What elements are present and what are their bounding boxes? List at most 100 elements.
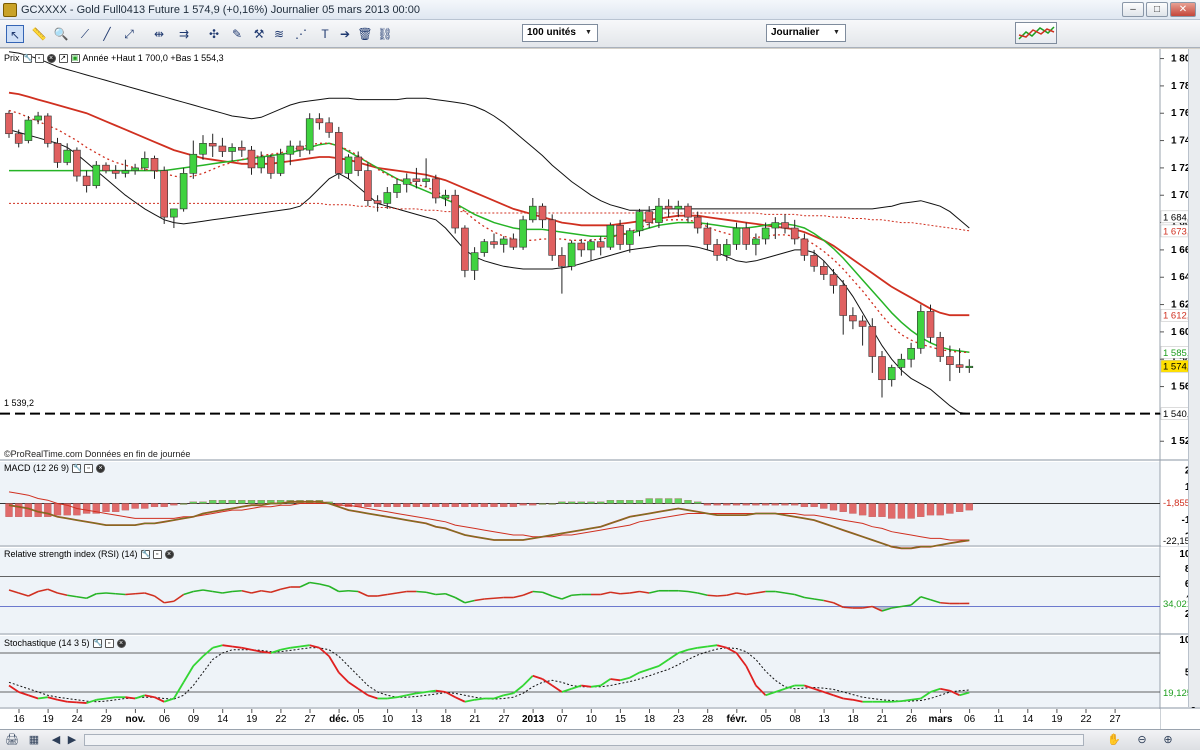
candle-body <box>664 205 673 210</box>
rsi-line-segment <box>37 588 48 593</box>
rsi-line-segment <box>357 590 369 597</box>
rsi-line-segment <box>755 590 766 594</box>
chart-type-button[interactable] <box>1015 22 1057 44</box>
wrench-icon[interactable]: 🔧 <box>92 638 103 648</box>
segment-icon[interactable]: ⟋ <box>80 27 90 41</box>
zoom-icon[interactable]: 🔍 <box>53 27 69 41</box>
stoch-k-segment <box>105 696 116 700</box>
macd-histogram-bar <box>538 503 547 505</box>
window-icon[interactable]: ▫ <box>104 638 114 648</box>
window-icon[interactable]: ▫ <box>34 53 44 63</box>
vertical-scrollbar[interactable] <box>1188 49 1200 707</box>
window-icon[interactable]: ▫ <box>84 463 94 473</box>
wrench-icon[interactable]: 🔧 <box>22 53 33 63</box>
macd-histogram-bar <box>645 498 653 504</box>
candle-body <box>810 255 818 267</box>
trash-icon[interactable]: 🗑 <box>357 27 373 41</box>
macd-histogram-bar <box>490 503 498 507</box>
fan-icon[interactable]: ⋰ <box>295 27 307 41</box>
green-add-icon[interactable]: ▣ <box>70 53 80 63</box>
horizontal-scrollbar[interactable] <box>84 734 1084 746</box>
macd-histogram-bar <box>15 503 23 517</box>
arrow-right-icon[interactable]: ➔ <box>339 27 351 41</box>
macd-histogram-bar <box>247 500 256 504</box>
maximize-button[interactable]: □ <box>1146 2 1168 17</box>
close-panel-icon[interactable]: × <box>96 463 106 473</box>
line-icon[interactable]: ╱ <box>103 27 111 41</box>
scroll-left-icon[interactable]: ◀ <box>51 734 61 746</box>
units-select[interactable]: 100 unités ▼ <box>522 24 598 42</box>
candle-body <box>752 238 760 245</box>
fibonacci-icon[interactable]: ≋ <box>273 27 285 41</box>
macd-histogram-bar <box>209 500 217 504</box>
price-tag-label: 1 612,2 <box>1163 311 1195 322</box>
macd-histogram-bar <box>771 503 779 506</box>
calendar-icon[interactable]: ▦ <box>28 734 40 746</box>
hammer-icon[interactable]: ⚒ <box>253 27 265 41</box>
rsi-line-segment <box>416 590 427 594</box>
price-axis-label: 1 600 <box>1171 327 1196 338</box>
cursor-icon[interactable]: ↖ <box>6 25 24 43</box>
macd-histogram-bar <box>926 503 935 516</box>
close-panel-icon[interactable]: × <box>116 638 126 648</box>
wrench-icon[interactable]: 🔧 <box>72 463 82 473</box>
chain-icon[interactable]: ⛓ <box>377 27 393 41</box>
stoch-k-segment <box>522 675 534 687</box>
x-axis-label: 11 <box>994 714 1005 725</box>
rsi-line-segment <box>484 597 495 600</box>
candle-body <box>247 149 256 169</box>
arrow-icon[interactable]: ↗ <box>58 53 68 63</box>
drawing-toolbar: ↖ 📏 🔍 ⟋ ╱ ⤢ ⇹ ⇉ ✣ ✎ ⚒ ≋ ⋰ T ➔ 🗑 ⛓ 100 unités ▼ Journalie… <box>0 20 1200 48</box>
candle-body <box>121 170 130 174</box>
rsi-line-segment <box>328 585 340 593</box>
arrow-cross-icon[interactable]: ✣ <box>208 27 220 41</box>
period-select[interactable]: Journalier ▼ <box>766 24 846 42</box>
x-axis-label: 19 <box>246 714 258 725</box>
zoom-out-icon[interactable]: ⊖ <box>1137 734 1147 746</box>
rsi-panel-bg <box>0 548 1160 633</box>
scroll-right-icon[interactable]: ▶ <box>67 734 77 746</box>
stoch-k-segment <box>367 694 378 700</box>
candle-body <box>150 158 159 171</box>
channel-icon[interactable]: ⇉ <box>178 27 190 41</box>
close-panel-icon[interactable]: × <box>164 549 174 559</box>
rsi-line-segment <box>678 589 689 593</box>
text-icon[interactable]: T <box>321 27 329 41</box>
candle-body <box>742 227 751 245</box>
close-panel-icon[interactable]: × <box>46 53 56 63</box>
stoch-k-segment <box>86 698 97 704</box>
x-axis-label: 22 <box>1080 714 1092 725</box>
rsi-line-segment <box>513 594 524 599</box>
horizontal-line-icon[interactable]: ⇹ <box>153 27 165 41</box>
zoom-in-icon[interactable]: ⊕ <box>1163 734 1173 746</box>
pen-icon[interactable]: ✎ <box>231 27 243 41</box>
stoch-k-segment <box>755 684 767 696</box>
bollinger-upper-line <box>8 51 970 229</box>
hand-icon[interactable]: ✋ <box>1107 734 1121 746</box>
macd-histogram-bar <box>752 503 760 506</box>
bollinger-lower-line <box>8 129 970 415</box>
stoch-panel-header: Stochastique (14 3 5) 🔧 ▫ × <box>4 638 126 648</box>
candle-body <box>616 225 624 245</box>
wrench-icon[interactable]: 🔧 <box>140 549 151 559</box>
price-axis-label: 1 760 <box>1171 108 1196 119</box>
candle-body <box>111 170 120 174</box>
close-button[interactable]: ✕ <box>1170 2 1196 17</box>
rsi-line-segment <box>871 605 883 612</box>
rsi-line-segment <box>464 599 475 604</box>
rsi-line-segment <box>299 581 311 588</box>
stoch-k-segment <box>532 674 543 680</box>
minimize-button[interactable]: – <box>1122 2 1144 17</box>
macd-histogram-bar <box>422 503 430 507</box>
stoch-k-segment <box>96 697 107 701</box>
window-icon[interactable]: ▫ <box>152 549 162 559</box>
macd-histogram-bar <box>5 503 13 517</box>
macd-histogram-bar <box>150 503 159 507</box>
rsi-line-segment <box>551 595 563 600</box>
ruler-icon[interactable]: 📏 <box>31 27 47 41</box>
print-icon[interactable]: 🖨 <box>5 734 19 746</box>
stoch-k-segment <box>512 684 524 695</box>
ray-icon[interactable]: ⤢ <box>124 27 134 41</box>
